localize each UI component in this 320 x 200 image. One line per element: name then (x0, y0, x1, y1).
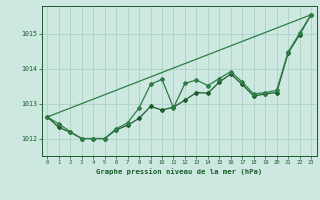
X-axis label: Graphe pression niveau de la mer (hPa): Graphe pression niveau de la mer (hPa) (96, 168, 262, 175)
